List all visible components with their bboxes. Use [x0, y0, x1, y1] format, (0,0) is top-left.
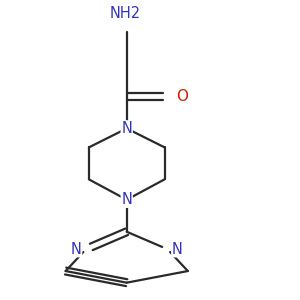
Text: NH2: NH2: [110, 6, 141, 21]
Text: N: N: [71, 242, 82, 257]
Text: N: N: [121, 192, 132, 207]
Text: N: N: [121, 121, 132, 136]
Text: O: O: [176, 89, 188, 104]
Text: N: N: [172, 242, 183, 257]
